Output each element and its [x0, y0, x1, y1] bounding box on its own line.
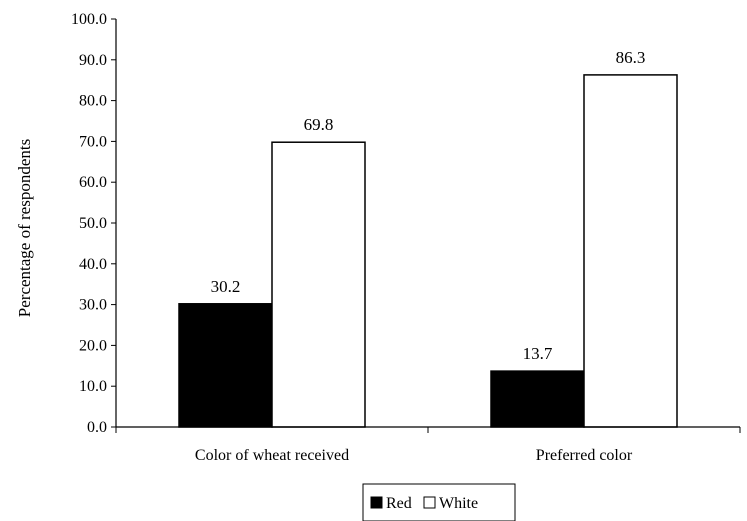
data-labels: 30.2 69.8 13.7 86.3: [211, 48, 646, 363]
y-tick-label: 100.0: [71, 11, 107, 28]
bar-red: [178, 303, 273, 428]
legend: Red White: [362, 483, 516, 521]
y-axis-title: Percentage of respondents: [15, 139, 34, 317]
y-tick-label: 60.0: [79, 174, 107, 191]
y-tick-label: 90.0: [79, 52, 107, 69]
legend-swatch-white: [423, 496, 436, 509]
y-tick-label: 0.0: [87, 419, 107, 436]
y-tick-label: 40.0: [79, 256, 107, 273]
y-tick-label: 70.0: [79, 133, 107, 150]
data-label: 86.3: [616, 48, 646, 67]
data-label: 30.2: [211, 277, 241, 296]
x-axis-category-labels: Color of wheat received Preferred color: [195, 447, 633, 464]
y-axis-ticks: 0.0 10.0 20.0 30.0 40.0 50.0 60.0 70.0 80.0 90.0 1…: [71, 11, 116, 436]
legend-label-white: White: [439, 495, 478, 512]
bar-white: [271, 141, 366, 428]
bars: [178, 74, 678, 428]
legend-swatch-red: [370, 496, 383, 509]
data-label: 13.7: [523, 344, 553, 363]
y-tick-label: 50.0: [79, 215, 107, 232]
data-label: 69.8: [304, 115, 334, 134]
legend-label-red: Red: [386, 495, 412, 512]
x-category-label: Color of wheat received: [195, 447, 349, 464]
legend-box: [362, 483, 516, 521]
y-tick-label: 20.0: [79, 337, 107, 354]
y-tick-label: 30.0: [79, 297, 107, 314]
bar-white: [583, 74, 678, 428]
y-tick-label: 10.0: [79, 378, 107, 395]
y-tick-label: 80.0: [79, 93, 107, 110]
x-category-label: Preferred color: [536, 447, 633, 464]
bar-red: [490, 370, 585, 428]
axes: [115, 19, 741, 433]
